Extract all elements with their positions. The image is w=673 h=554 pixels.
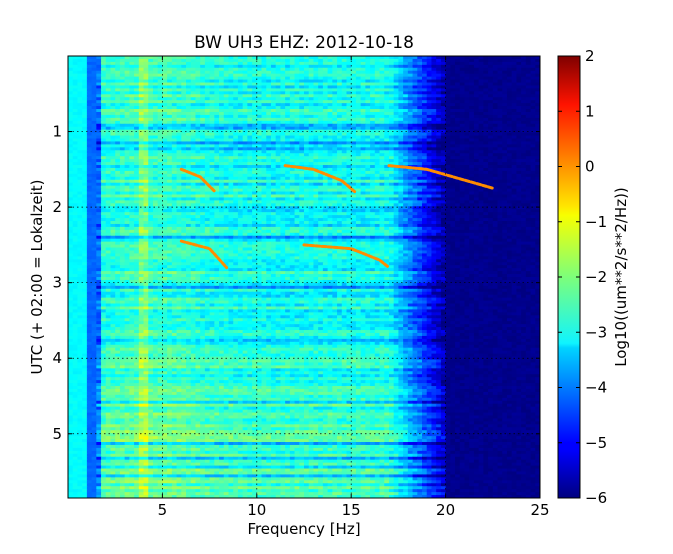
y-tick-label: 3 bbox=[52, 274, 62, 292]
colorbar-tick-label: −5 bbox=[585, 434, 607, 452]
spectral-lines bbox=[179, 164, 495, 270]
colorbar-ticks: 2 1 0 −1 −2 −3 −4 −5 −6 bbox=[558, 47, 607, 507]
colorbar-tick-label: 1 bbox=[585, 102, 595, 120]
chirp-5 bbox=[387, 164, 495, 190]
colorbar-tick-label: −2 bbox=[585, 268, 607, 286]
chirp-1 bbox=[179, 167, 217, 194]
y-tick-label: 4 bbox=[52, 349, 62, 367]
colorbar-tick-label: 2 bbox=[585, 47, 595, 65]
y-tick-label: 2 bbox=[52, 198, 62, 216]
colorbar-tick-label: 0 bbox=[585, 158, 595, 176]
x-axis-ticks: 5 10 15 20 25 bbox=[158, 56, 550, 519]
colorbar-tick-label: −4 bbox=[585, 379, 607, 397]
x-tick-label: 25 bbox=[530, 501, 549, 519]
colorbar-label: Log10((um**2/s**2/Hz)) bbox=[612, 187, 630, 367]
colorbar-tick-label: −6 bbox=[585, 489, 607, 507]
chirp-2 bbox=[283, 164, 357, 194]
y-axis-label: UTC (+ 02:00 = Lokalzeit) bbox=[28, 179, 46, 374]
y-tick-label: 1 bbox=[52, 123, 62, 141]
colorbar-tick-label: −1 bbox=[585, 213, 607, 231]
spectrogram-heatmap bbox=[68, 56, 540, 498]
chart-title: BW UH3 EHZ: 2012-10-18 bbox=[194, 33, 414, 53]
chirp-3 bbox=[179, 239, 229, 270]
chirp-4 bbox=[302, 243, 391, 270]
x-tick-label: 20 bbox=[436, 501, 455, 519]
y-axis-ticks: 1 2 3 4 5 bbox=[52, 123, 540, 443]
x-tick-label: 10 bbox=[247, 501, 266, 519]
x-axis-label: Frequency [Hz] bbox=[247, 520, 360, 538]
colorbar-tick-label: −3 bbox=[585, 323, 607, 341]
y-tick-label: 5 bbox=[52, 425, 62, 443]
x-tick-label: 5 bbox=[158, 501, 168, 519]
x-tick-label: 15 bbox=[342, 501, 361, 519]
plot-frame bbox=[67, 55, 541, 499]
